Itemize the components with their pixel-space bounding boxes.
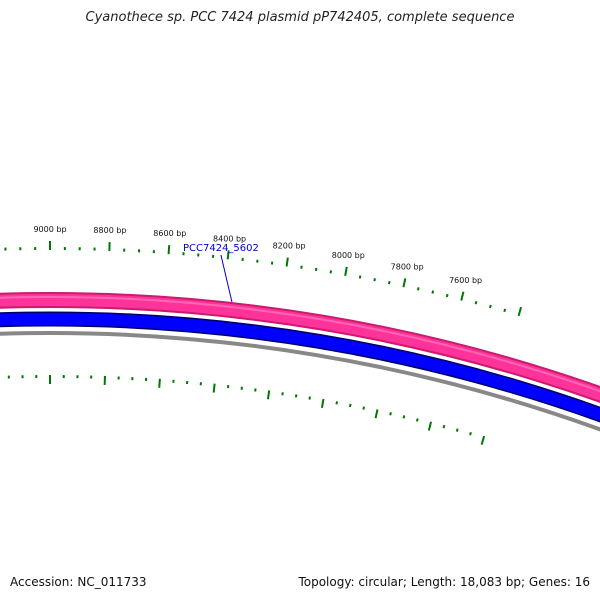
inner-feature-band — [0, 313, 600, 421]
gene-leader-line — [220, 254, 233, 303]
minor-tick-inner — [455, 428, 459, 432]
gene-label: PCC7424_5602 — [183, 243, 259, 254]
major-tick-inner — [266, 390, 271, 400]
tick-label: 8800 bp — [93, 226, 126, 235]
tick-label: 8000 bp — [332, 251, 365, 260]
minor-tick-inner — [469, 432, 472, 436]
major-tick-inner — [320, 398, 325, 408]
major-tick-inner — [480, 435, 486, 445]
gene-annotations: PCC7424_5602 — [183, 243, 259, 303]
major-tick-outer — [402, 278, 407, 288]
backbone-line — [0, 331, 600, 432]
minor-tick-outer — [445, 293, 449, 298]
minor-tick-outer — [373, 278, 376, 282]
inner-tick-marks — [7, 375, 486, 445]
tick-labels: 9000 bp 8800 bp 8600 bp 8400 bp 8200 bp 8000 … — [33, 225, 482, 285]
topology-label: Topology: — [298, 575, 355, 589]
minor-tick-inner — [389, 412, 392, 416]
tick-label: 8200 bp — [273, 242, 306, 251]
tick-label: 8400 bp — [213, 234, 246, 243]
minor-tick-outer — [474, 300, 478, 305]
feature-bands — [0, 292, 600, 432]
major-tick-outer — [344, 266, 348, 277]
minor-tick-inner — [335, 401, 339, 405]
genes-label: Genes: — [528, 575, 571, 589]
accession-value: NC_011733 — [77, 575, 147, 589]
major-tick-outer — [167, 245, 171, 255]
minor-tick-outer — [431, 290, 435, 294]
major-tick-outer — [226, 250, 230, 260]
separator-2: ; — [521, 575, 526, 589]
topology-value: circular — [358, 575, 403, 589]
outer-tick-marks — [4, 241, 523, 317]
minor-tick-inner — [442, 424, 446, 429]
minor-tick-inner — [402, 415, 406, 419]
tick-label: 7600 bp — [449, 276, 482, 285]
length-label: Length: — [410, 575, 457, 589]
outer-feature-band — [0, 294, 600, 401]
tick-label: 7800 bp — [391, 263, 424, 272]
minor-tick-outer — [416, 287, 420, 291]
sequence-summary: Topology: circular; Length: 18,083 bp; G… — [298, 575, 590, 589]
minor-tick-inner — [348, 403, 352, 408]
major-tick-inner — [374, 409, 379, 419]
accession-info: Accession: NC_011733 — [10, 575, 147, 589]
minor-tick-outer — [358, 275, 362, 279]
minor-tick-outer — [489, 304, 492, 309]
minor-tick-inner — [416, 418, 419, 422]
length-value: 18,083 bp — [460, 575, 522, 589]
map-title: Cyanothece sp. PCC 7424 plasmid pP742405… — [85, 10, 515, 25]
major-tick-outer — [460, 291, 465, 301]
major-tick-inner — [158, 378, 161, 388]
tick-label: 8600 bp — [153, 229, 186, 238]
minor-tick-outer — [387, 280, 391, 285]
accession-label: Accession: — [10, 575, 74, 589]
tick-label: 9000 bp — [33, 225, 66, 234]
outer-feature-band-highlight — [0, 296, 600, 393]
minor-tick-inner — [362, 406, 365, 410]
genes-value: 16 — [574, 575, 590, 589]
major-tick-outer — [285, 257, 289, 267]
major-tick-inner — [212, 383, 216, 393]
major-tick-outer — [517, 306, 523, 317]
separator-1: ; — [402, 575, 407, 589]
minor-tick-outer — [503, 308, 507, 313]
major-tick-inner — [427, 421, 432, 431]
